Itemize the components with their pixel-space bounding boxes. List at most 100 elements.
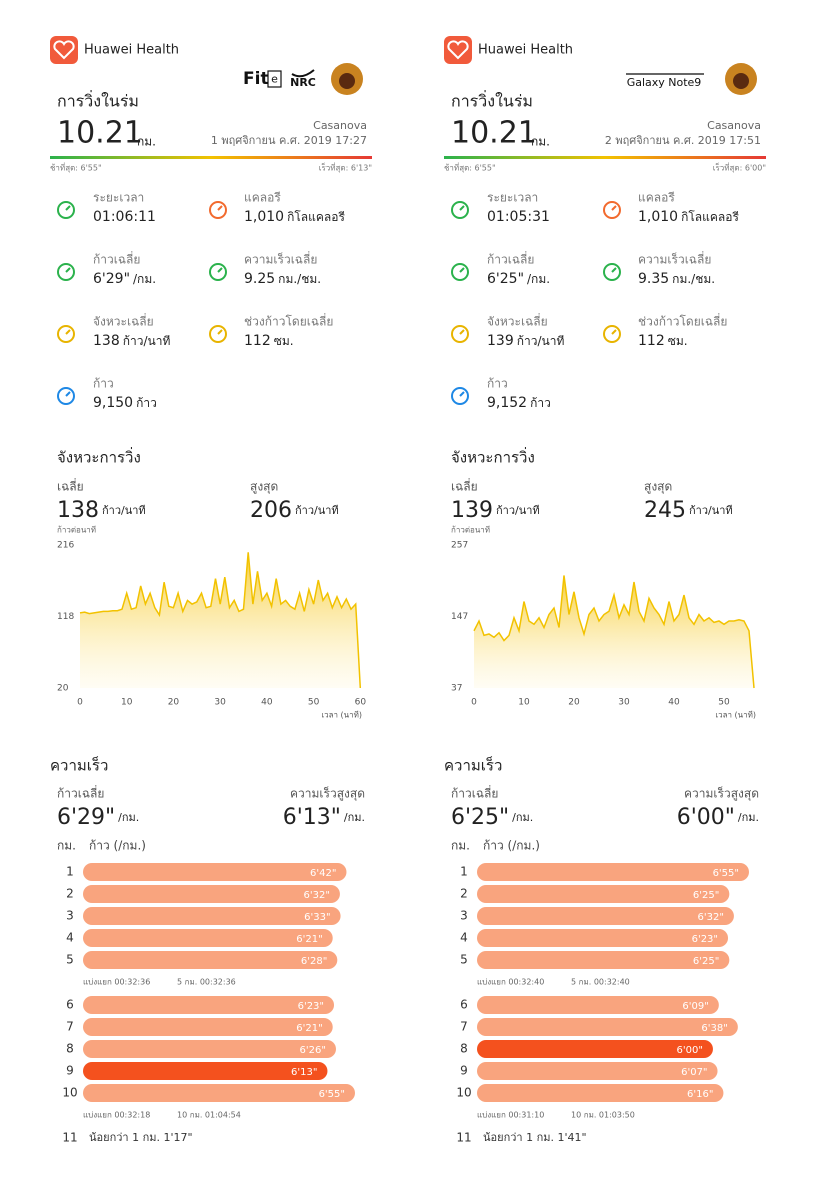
x-axis-label: เวลา (นาที) (715, 711, 756, 720)
y-tick-label: 37 (451, 684, 462, 694)
km-label: 11 (62, 1131, 77, 1145)
unit: กิโลแคลอรี (681, 210, 739, 224)
stat-label: จังหวะเฉลี่ย (487, 313, 548, 329)
pace-bar (83, 951, 338, 969)
value: 1,010 (244, 209, 284, 225)
stat-icon (459, 391, 465, 397)
avg-label: เฉลี่ย (451, 478, 478, 494)
date: 2 พฤศจิกายน ค.ศ. 2019 17:51 (605, 134, 761, 147)
pace-label: 6'21" (296, 934, 322, 945)
remainder-text: น้อยกว่า 1 กม. 1'17" (89, 1131, 193, 1144)
avg-label: เฉลี่ย (57, 478, 84, 494)
value: 138 (57, 498, 99, 523)
stat-value: 112 ซม. (638, 333, 688, 349)
x-tick-label: 50 (718, 698, 730, 708)
x-tick-label: 40 (261, 698, 273, 708)
value: 9.25 (244, 271, 275, 287)
stat-icon (451, 387, 469, 405)
max-speed-label: ความเร็วสูงสุด (290, 786, 365, 802)
unit: ก้าว (530, 396, 551, 410)
stat-icon (451, 201, 469, 219)
pace-bar (83, 1062, 328, 1080)
stat-icon (217, 205, 223, 211)
avg-pace-label: ก้าวเฉลี่ย (451, 785, 498, 801)
value: 139 (487, 333, 514, 349)
stat-icon (57, 325, 75, 343)
pace-bar (477, 885, 730, 903)
stat-icon (611, 205, 617, 211)
km-label: 9 (66, 1064, 74, 1078)
unit: ก้าว/นาที (517, 334, 565, 348)
stat-value: 6'25"/กม. (487, 271, 550, 287)
value: 138 (93, 333, 120, 349)
pace-label: 6'55" (319, 1089, 345, 1100)
unit: ก้าว (136, 396, 157, 410)
section-title: ความเร็ว (444, 756, 502, 775)
km-label: 8 (460, 1042, 468, 1056)
y-tick-label: 257 (451, 541, 468, 551)
pace-header: ก้าว (/กม.) (483, 839, 540, 853)
y-axis-label: ก้าวต่อนาที (57, 526, 96, 535)
value: 245 (644, 498, 686, 523)
remainder-text: น้อยกว่า 1 กม. 1'41" (483, 1131, 587, 1144)
pace-label: 6'38" (701, 1023, 727, 1034)
stat-icon (65, 267, 71, 273)
unit: ซม. (668, 334, 688, 348)
logo: NRC (290, 76, 316, 89)
stat-label: ก้าวเฉลี่ย (93, 251, 140, 267)
pace-bar (477, 929, 729, 947)
split-time: แบ่งแยก 00:32:36 (83, 978, 150, 987)
x-tick-label: 60 (355, 698, 367, 708)
value: 6'25" (487, 271, 524, 287)
max-speed: 6'13"/กม. (283, 805, 365, 830)
stat-icon (65, 205, 71, 211)
pace-header: ก้าว (/กม.) (89, 839, 146, 853)
user-name: Casanova (707, 119, 761, 132)
cadence-line (473, 575, 755, 689)
stat-icon (459, 329, 465, 335)
stat-icon (611, 267, 617, 273)
stat-icon (65, 391, 71, 397)
app-name: Huawei Health (84, 43, 179, 58)
pace-bar (477, 1040, 713, 1058)
value: 01:06:11 (93, 209, 156, 225)
stat-value: 1,010 กิโลแคลอรี (244, 209, 345, 225)
y-tick-label: 147 (451, 612, 468, 622)
km-label: 4 (460, 931, 468, 945)
stat-icon (65, 329, 71, 335)
unit: ก้าว/นาที (496, 504, 540, 517)
pace-label: 6'33" (304, 912, 330, 923)
logo-swoosh (291, 69, 315, 78)
stat-label: ความเร็วเฉลี่ย (244, 251, 317, 267)
unit: กม./ชม. (672, 272, 715, 286)
unit: /กม. (344, 811, 365, 824)
app-icon-heart (447, 40, 469, 60)
split-time: แบ่งแยก 00:31:10 (477, 1111, 544, 1120)
value: 206 (250, 498, 292, 523)
stat-label: ช่วงก้าวโดยเฉลี่ย (244, 313, 333, 329)
km-label: 1 (66, 865, 74, 879)
unit: /กม. (738, 811, 759, 824)
stat-icon (603, 201, 621, 219)
x-tick-label: 10 (518, 698, 530, 708)
distance: 10.21 (57, 116, 143, 151)
app-icon-heart (53, 40, 75, 60)
stat-icon (209, 201, 227, 219)
stat-icon (57, 263, 75, 281)
stat-label: ก้าว (93, 377, 114, 391)
x-tick-label: 40 (668, 698, 680, 708)
split-time: แบ่งแยก 00:32:18 (83, 1111, 150, 1120)
value: 6'29" (57, 805, 115, 830)
avg-cadence: 139 ก้าว/นาที (451, 498, 540, 523)
stat-icon (459, 205, 465, 211)
pace-range-bar (444, 156, 766, 159)
km-label: 6 (460, 998, 468, 1012)
pace-label: 6'32" (303, 890, 329, 901)
cumulative-time: 5 กม. 00:32:36 (177, 978, 236, 987)
value: 6'25" (451, 805, 509, 830)
stat-value: 9.25 กม./ชม. (244, 271, 321, 287)
logo: e (271, 73, 278, 86)
value: 9.35 (638, 271, 669, 287)
unit: /กม. (512, 811, 533, 824)
